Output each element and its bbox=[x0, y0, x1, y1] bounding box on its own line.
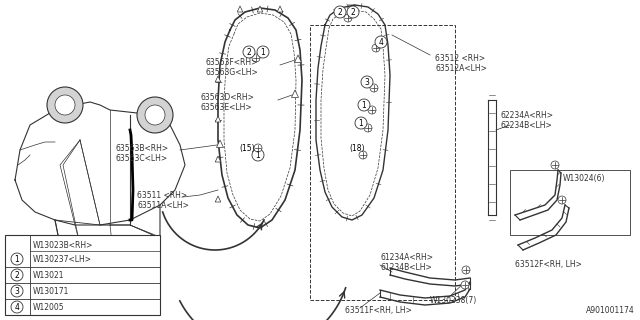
Circle shape bbox=[257, 46, 269, 58]
Polygon shape bbox=[215, 76, 221, 82]
Circle shape bbox=[461, 281, 469, 289]
Text: 2: 2 bbox=[351, 7, 355, 17]
Text: W13021: W13021 bbox=[33, 270, 65, 279]
Text: (15): (15) bbox=[239, 143, 255, 153]
Polygon shape bbox=[294, 55, 301, 62]
Text: 4: 4 bbox=[379, 37, 383, 46]
Text: 2: 2 bbox=[246, 47, 252, 57]
Circle shape bbox=[558, 196, 566, 204]
Circle shape bbox=[252, 149, 264, 161]
Circle shape bbox=[370, 84, 378, 92]
Circle shape bbox=[364, 124, 372, 132]
Text: 1: 1 bbox=[362, 100, 366, 109]
Text: 2: 2 bbox=[338, 7, 342, 17]
Text: 63511A<LH>: 63511A<LH> bbox=[137, 201, 189, 210]
Polygon shape bbox=[215, 116, 221, 122]
Bar bbox=[5, 235, 160, 315]
Text: 3: 3 bbox=[15, 286, 19, 295]
Text: W130237<LH>: W130237<LH> bbox=[33, 255, 92, 264]
Text: W13023B<RH>: W13023B<RH> bbox=[33, 241, 93, 250]
Text: 63563F<RH>: 63563F<RH> bbox=[205, 58, 257, 67]
Polygon shape bbox=[291, 90, 298, 98]
Text: 63563E<LH>: 63563E<LH> bbox=[200, 102, 252, 111]
Circle shape bbox=[375, 36, 387, 48]
Text: 61234A<RH>: 61234A<RH> bbox=[380, 253, 433, 262]
Text: 63563C<LH>: 63563C<LH> bbox=[115, 154, 167, 163]
Text: 63511F<RH, LH>: 63511F<RH, LH> bbox=[345, 306, 412, 315]
Circle shape bbox=[368, 106, 376, 114]
Circle shape bbox=[243, 46, 255, 58]
Text: 61234B<LH>: 61234B<LH> bbox=[380, 263, 432, 273]
Text: 1: 1 bbox=[358, 118, 364, 127]
Circle shape bbox=[355, 117, 367, 129]
Polygon shape bbox=[237, 6, 243, 12]
Circle shape bbox=[145, 105, 165, 125]
Circle shape bbox=[334, 6, 346, 18]
Polygon shape bbox=[216, 140, 223, 148]
Text: 62234A<RH>: 62234A<RH> bbox=[500, 110, 553, 119]
Text: 4: 4 bbox=[15, 302, 19, 311]
Polygon shape bbox=[257, 6, 263, 12]
Text: W13024(6): W13024(6) bbox=[563, 173, 605, 182]
Text: 63512A<LH>: 63512A<LH> bbox=[435, 63, 487, 73]
Text: W12005: W12005 bbox=[33, 302, 65, 311]
Text: 63563B<RH>: 63563B<RH> bbox=[115, 143, 168, 153]
Text: A901001174: A901001174 bbox=[586, 306, 635, 315]
Circle shape bbox=[252, 54, 260, 62]
Text: W130238(7): W130238(7) bbox=[430, 295, 477, 305]
Text: 1: 1 bbox=[255, 150, 260, 159]
Text: 63563G<LH>: 63563G<LH> bbox=[205, 68, 258, 76]
Text: 63512 <RH>: 63512 <RH> bbox=[435, 53, 485, 62]
Circle shape bbox=[137, 97, 173, 133]
Circle shape bbox=[347, 6, 359, 18]
Text: 2: 2 bbox=[15, 270, 19, 279]
Bar bbox=[310, 25, 455, 300]
Polygon shape bbox=[277, 6, 283, 12]
Circle shape bbox=[344, 14, 352, 22]
Circle shape bbox=[55, 95, 75, 115]
Text: 63563D<RH>: 63563D<RH> bbox=[200, 92, 254, 101]
Circle shape bbox=[11, 269, 23, 281]
Text: 63512F<RH, LH>: 63512F<RH, LH> bbox=[515, 260, 582, 269]
Polygon shape bbox=[215, 156, 221, 162]
Text: 62234B<LH>: 62234B<LH> bbox=[500, 121, 552, 130]
Circle shape bbox=[462, 266, 470, 274]
Bar bbox=[510, 170, 630, 235]
Text: (18): (18) bbox=[349, 143, 365, 153]
Circle shape bbox=[11, 301, 23, 313]
Circle shape bbox=[11, 253, 23, 265]
Circle shape bbox=[361, 76, 373, 88]
Text: 63511 <RH>: 63511 <RH> bbox=[137, 190, 187, 199]
Circle shape bbox=[359, 151, 367, 159]
Text: W130171: W130171 bbox=[33, 286, 69, 295]
Circle shape bbox=[47, 87, 83, 123]
Circle shape bbox=[11, 285, 23, 297]
Text: 3: 3 bbox=[365, 77, 369, 86]
Text: 1: 1 bbox=[260, 47, 266, 57]
Text: 1: 1 bbox=[15, 254, 19, 263]
Polygon shape bbox=[215, 196, 221, 202]
Circle shape bbox=[372, 44, 380, 52]
Circle shape bbox=[358, 99, 370, 111]
Circle shape bbox=[254, 144, 262, 152]
Circle shape bbox=[551, 161, 559, 169]
